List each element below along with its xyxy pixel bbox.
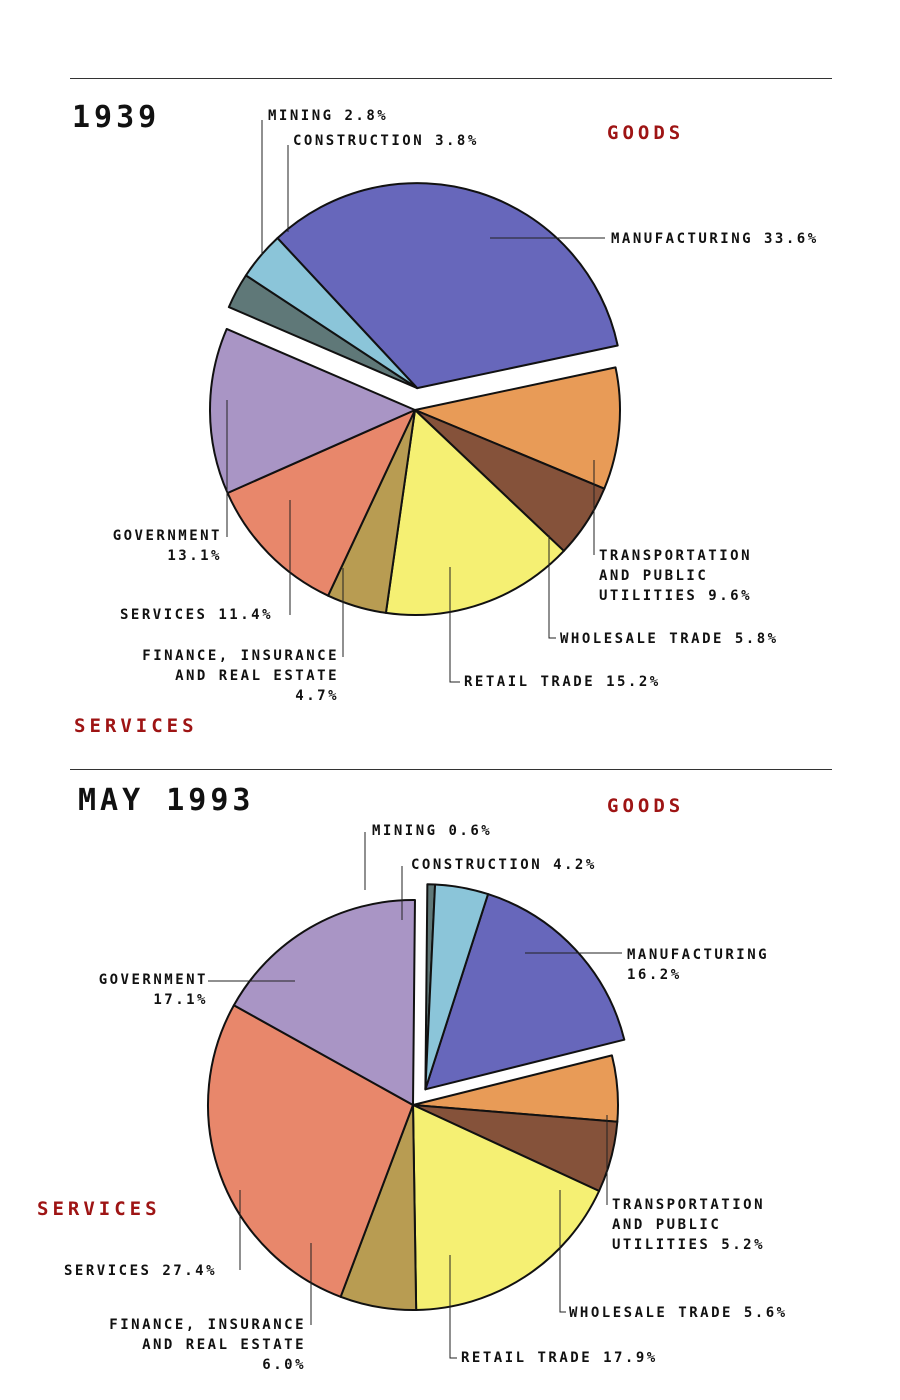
label-transportation-1939: TRANSPORTATION AND PUBLIC UTILITIES 9.6% [599,548,753,604]
chart-title-1939: 1939 [72,100,161,135]
slice-manufacturing-1939 [276,182,619,390]
label-wholesale-1939: WHOLESALE TRADE 5.8% [560,631,779,647]
pie-1939 [209,182,621,616]
label-retail-1993: RETAIL TRADE 17.9% [461,1350,658,1366]
label-fire-1939: FINANCE, INSURANCE AND REAL ESTATE 4.7% [142,648,339,704]
label-manufacturing-1939: MANUFACTURING 33.6% [611,231,819,247]
chart-title-1993: MAY 1993 [78,783,255,818]
slice-transportation-1939 [414,366,621,490]
services-label-1939: SERVICES [74,715,198,737]
pie-1993 [207,883,626,1311]
leader-lines [208,120,622,1359]
label-transportation-1993: TRANSPORTATION AND PUBLIC UTILITIES 5.2% [612,1197,766,1253]
divider-middle [70,769,832,770]
label-government-1993: GOVERNMENT 17.1% [98,972,208,1008]
leader-retail-1993 [449,1255,457,1359]
slice-services-1993 [207,1004,414,1298]
leader-retail-1939 [449,567,460,683]
services-label-1993: SERVICES [37,1198,161,1220]
label-fire-1993: FINANCE, INSURANCE AND REAL ESTATE 6.0% [109,1317,306,1373]
slice-construction-1939 [244,237,419,390]
label-mining-1939: MINING 2.8% [268,108,389,124]
slice-government-1939 [209,327,416,494]
label-manufacturing-1993: MANUFACTURING 16.2% [627,947,770,983]
divider-top [70,78,832,79]
label-services-1993: SERVICES 27.4% [64,1263,218,1279]
slice-government-1993 [232,899,416,1106]
label-services-1939: SERVICES 11.4% [120,607,274,623]
label-government-1939: GOVERNMENT 13.1% [112,528,222,564]
goods-label-1993: GOODS [607,795,685,817]
label-wholesale-1993: WHOLESALE TRADE 5.6% [569,1305,788,1321]
leader-wholesale-1993 [559,1190,566,1313]
slice-retail-1993 [412,1104,601,1311]
label-construction-1939: CONSTRUCTION 3.8% [293,133,479,149]
slice-manufacturing-1993 [424,893,626,1091]
slice-services-1939 [226,409,416,597]
label-construction-1993: CONSTRUCTION 4.2% [411,857,597,873]
slice-construction-1993 [424,883,490,1091]
leader-wholesale-1939 [548,535,556,639]
slice-retail-1939 [384,409,565,616]
label-retail-1939: RETAIL TRADE 15.2% [464,674,661,690]
label-mining-1993: MINING 0.6% [372,823,493,839]
goods-label-1939: GOODS [607,122,685,144]
